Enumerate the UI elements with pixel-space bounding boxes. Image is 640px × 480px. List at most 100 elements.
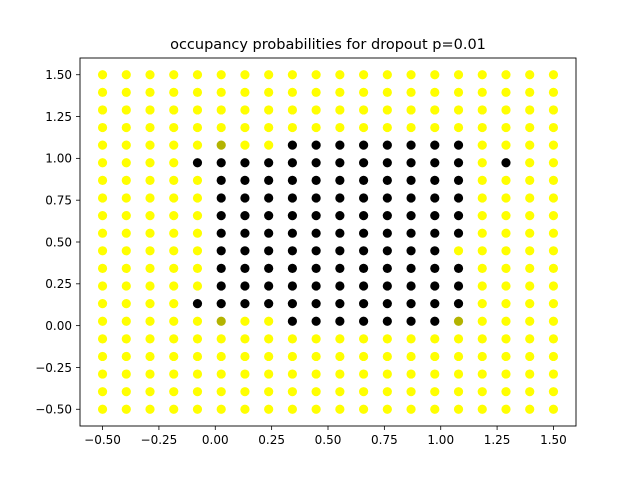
scatter-point <box>287 316 297 326</box>
scatter-point <box>453 316 464 326</box>
scatter-point <box>477 158 487 168</box>
scatter-point <box>121 246 131 256</box>
scatter-point <box>97 351 108 362</box>
scatter-point <box>97 316 108 326</box>
scatter-point <box>525 228 535 238</box>
scatter-point <box>216 140 226 150</box>
scatter-point <box>453 263 464 274</box>
scatter-point <box>192 246 203 256</box>
scatter-point <box>382 140 392 150</box>
scatter-point <box>97 387 108 397</box>
scatter-point <box>430 210 440 221</box>
scatter-point <box>477 316 487 326</box>
scatter-point <box>169 140 179 150</box>
scatter-point <box>216 175 226 185</box>
scatter-point <box>525 122 535 133</box>
scatter-point <box>97 246 108 256</box>
scatter-point <box>382 70 392 80</box>
scatter-point <box>264 105 274 115</box>
scatter-point <box>501 210 511 221</box>
scatter-point <box>382 281 392 291</box>
scatter-point <box>477 122 487 133</box>
scatter-point <box>145 87 155 97</box>
scatter-point <box>311 140 321 150</box>
scatter-point <box>216 228 226 238</box>
scatter-point <box>477 263 487 274</box>
scatter-point <box>311 281 321 291</box>
scatter-point <box>287 369 297 379</box>
scatter-point <box>359 281 369 291</box>
scatter-point <box>240 387 250 397</box>
scatter-point <box>406 122 416 133</box>
scatter-point <box>192 158 203 168</box>
scatter-point <box>406 334 416 344</box>
scatter-point <box>145 193 155 203</box>
scatter-point <box>548 158 559 168</box>
scatter-point <box>264 158 274 168</box>
scatter-point <box>169 387 179 397</box>
scatter-point <box>264 122 274 133</box>
scatter-point <box>525 105 535 115</box>
scatter-point <box>548 281 559 291</box>
scatter-point <box>335 158 345 168</box>
scatter-point <box>406 175 416 185</box>
scatter-point <box>240 228 250 238</box>
scatter-point <box>121 281 131 291</box>
scatter-point <box>406 210 416 221</box>
scatter-point <box>359 387 369 397</box>
scatter-point <box>121 158 131 168</box>
scatter-point <box>121 122 131 133</box>
scatter-point <box>430 193 440 203</box>
scatter-point <box>121 316 131 326</box>
scatter-point <box>169 263 179 274</box>
scatter-point <box>453 246 464 256</box>
scatter-point <box>453 387 464 397</box>
scatter-point <box>192 193 203 203</box>
scatter-point <box>97 122 108 133</box>
scatter-point <box>382 210 392 221</box>
scatter-point <box>548 369 559 379</box>
scatter-point <box>548 175 559 185</box>
scatter-point <box>359 193 369 203</box>
scatter-point <box>453 404 464 414</box>
scatter-point <box>311 263 321 274</box>
scatter-point <box>216 299 226 309</box>
scatter-point <box>240 87 250 97</box>
scatter-point <box>240 175 250 185</box>
scatter-point <box>359 122 369 133</box>
scatter-point <box>97 404 108 414</box>
scatter-point <box>359 246 369 256</box>
scatter-point <box>359 87 369 97</box>
chart-title: occupancy probabilities for dropout p=0.… <box>170 37 486 53</box>
scatter-point <box>240 299 250 309</box>
scatter-point <box>359 228 369 238</box>
scatter-point <box>335 193 345 203</box>
scatter-point <box>145 404 155 414</box>
scatter-point <box>525 299 535 309</box>
scatter-point <box>359 334 369 344</box>
scatter-point <box>216 105 226 115</box>
scatter-point <box>97 334 108 344</box>
scatter-point <box>548 140 559 150</box>
scatter-point <box>192 122 203 133</box>
y-tick-label: 1.00 <box>45 152 72 166</box>
scatter-point <box>430 87 440 97</box>
scatter-point <box>169 105 179 115</box>
scatter-point <box>145 158 155 168</box>
x-tick-label: −0.25 <box>141 433 178 447</box>
scatter-point <box>359 105 369 115</box>
scatter-point <box>525 334 535 344</box>
scatter-point <box>548 228 559 238</box>
scatter-point <box>335 404 345 414</box>
scatter-point <box>287 175 297 185</box>
scatter-point <box>525 263 535 274</box>
scatter-point <box>406 246 416 256</box>
scatter-point <box>501 334 511 344</box>
x-tick-label: 0.25 <box>258 433 285 447</box>
scatter-point <box>240 263 250 274</box>
scatter-point <box>359 404 369 414</box>
scatter-point <box>430 228 440 238</box>
x-tick-label: −0.50 <box>84 433 121 447</box>
scatter-point <box>382 175 392 185</box>
scatter-point <box>406 70 416 80</box>
